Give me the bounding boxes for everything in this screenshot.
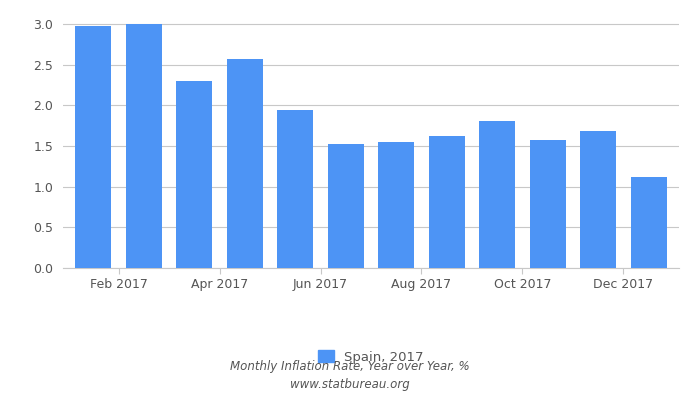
Bar [125, 24, 162, 268]
Legend: Spain, 2017: Spain, 2017 [313, 345, 429, 369]
Bar [428, 136, 465, 268]
Bar [529, 140, 566, 268]
Bar [580, 132, 617, 268]
Bar [75, 26, 111, 268]
Bar [479, 121, 515, 268]
Bar [378, 142, 414, 268]
Bar [176, 81, 213, 268]
Bar [227, 59, 263, 268]
Text: Monthly Inflation Rate, Year over Year, %: Monthly Inflation Rate, Year over Year, … [230, 360, 470, 373]
Bar [277, 110, 314, 268]
Bar [631, 177, 667, 268]
Bar [328, 144, 364, 268]
Text: www.statbureau.org: www.statbureau.org [290, 378, 410, 391]
